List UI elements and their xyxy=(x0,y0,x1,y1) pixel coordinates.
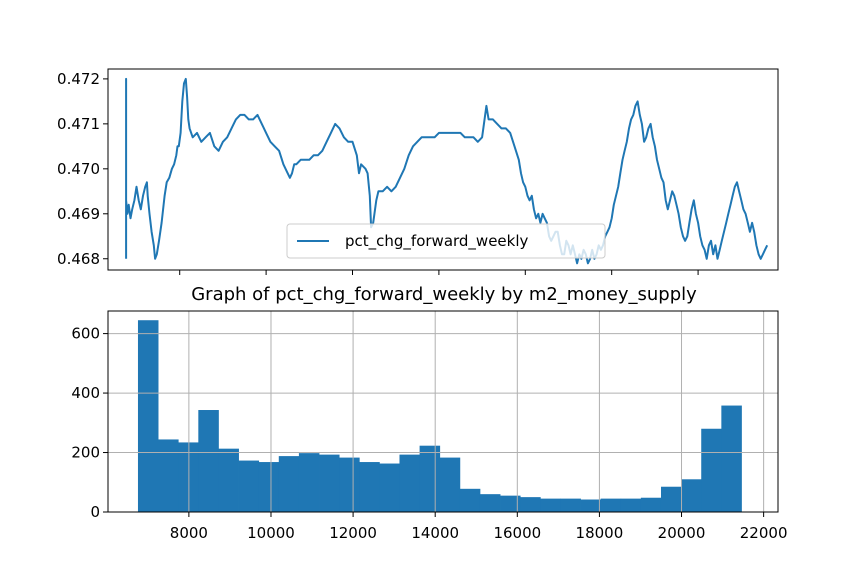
histogram-bar xyxy=(681,479,702,512)
histogram-bar xyxy=(258,462,280,512)
histogram-bar xyxy=(459,488,481,512)
legend: pct_chg_forward_weekly xyxy=(286,223,606,259)
histogram-bar xyxy=(359,462,380,512)
histogram-bar xyxy=(580,499,602,512)
y-tick-label: 200 xyxy=(71,444,100,462)
histogram-bar xyxy=(540,498,561,512)
y-tick-label: 0.472 xyxy=(57,70,100,88)
y-tick-label: 0.469 xyxy=(57,205,100,223)
line-axes-frame xyxy=(107,68,779,271)
x-tick-label: 20000 xyxy=(658,524,706,542)
series-line-0 xyxy=(125,77,769,265)
histogram-bar xyxy=(198,410,219,512)
histogram-bar xyxy=(660,486,682,512)
histogram-bar xyxy=(439,457,461,512)
histogram-bar xyxy=(158,439,179,512)
y-tick-label: 0.470 xyxy=(57,160,100,178)
histogram-bar xyxy=(560,498,581,512)
y-tick-label: 0.471 xyxy=(57,115,100,133)
histogram-bar xyxy=(218,448,239,512)
histogram-bar xyxy=(238,460,260,512)
histogram-bar xyxy=(520,497,541,512)
y-tick-label: 0 xyxy=(90,503,100,521)
histogram-bar xyxy=(640,497,662,512)
chart-title: Graph of pct_chg_forward_weekly by m2_mo… xyxy=(191,284,697,305)
histogram-bar xyxy=(701,428,722,512)
x-tick-label: 14000 xyxy=(411,524,459,542)
histogram-bar xyxy=(721,405,742,512)
histogram-bar xyxy=(620,498,642,512)
y-tick-label: 400 xyxy=(71,384,100,402)
line-chart-axes: 0.468 0.469 0.470 0.471 0.472 pct_chg_forward… xyxy=(57,68,779,275)
histogram-bar xyxy=(137,320,159,512)
x-tick-label: 18000 xyxy=(576,524,624,542)
histogram-bar xyxy=(278,456,300,512)
histogram-bar xyxy=(379,463,400,512)
histogram-bar xyxy=(600,498,622,512)
x-tick-label: 8000 xyxy=(170,524,208,542)
y-tick-label: 600 xyxy=(71,325,100,343)
legend-box xyxy=(286,223,606,259)
histogram-bar xyxy=(319,454,340,512)
x-tick-label: 16000 xyxy=(493,524,541,542)
hist-axes-frame xyxy=(107,310,779,513)
histogram-bar xyxy=(339,457,360,512)
x-tick-label: 10000 xyxy=(247,524,295,542)
histogram-axes: Graph of pct_chg_forward_weekly by m2_mo… xyxy=(71,284,787,542)
histogram-bar xyxy=(298,453,320,512)
histogram-bar xyxy=(479,494,501,512)
histogram-bar xyxy=(500,495,521,512)
x-tick-label: 12000 xyxy=(329,524,377,542)
x-tick-label: 22000 xyxy=(740,524,788,542)
histogram-bar xyxy=(419,445,441,512)
histogram-bar xyxy=(399,454,420,512)
legend-label: pct_chg_forward_weekly xyxy=(345,232,529,251)
y-tick-label: 0.468 xyxy=(57,250,100,268)
